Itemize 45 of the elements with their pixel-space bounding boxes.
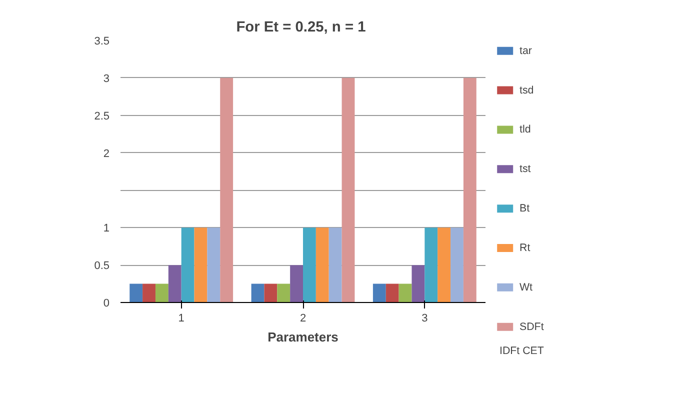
legend-label: Wt [520,281,533,294]
bar [450,228,464,302]
bar [316,228,329,302]
bar [342,78,355,302]
bar [398,284,412,302]
x-tick-label: 1 [178,312,184,324]
legend-label: tst [520,163,531,176]
bar [424,228,438,302]
bar [277,284,290,302]
legend-label: SDFt [520,320,544,333]
bar [372,284,386,302]
legend-label: tld [520,124,531,136]
legend-label: Bt [520,202,530,215]
bar [328,228,342,302]
y-tick-label: 3.5 [94,36,110,48]
bar [194,228,208,302]
bar [155,284,168,302]
x-tick-label: 2 [300,312,306,324]
bar [181,228,194,302]
bar [264,284,278,302]
y-tick-label: 0 [103,298,110,310]
y-tick-label: 0.5 [94,260,110,272]
bar [386,284,399,302]
y-tick-label: 1 [103,222,110,235]
legend-label: tar [520,44,532,57]
y-tick-label: 3 [103,72,110,85]
legend-label: Rt [520,242,530,254]
bar [463,78,476,302]
text: IDFt CET [500,345,544,357]
bar [142,284,156,302]
chart-title: For Et = 0.25, n = 1 [236,20,366,36]
bar [207,228,220,302]
bar [168,265,182,302]
x-axis-title: Parameters [268,330,338,344]
y-tick-label: 2.5 [94,110,110,122]
bar [251,284,264,302]
y-tick-label: 2 [103,148,110,160]
legend-label: tsd [520,84,534,96]
bar [220,78,234,302]
x-tick-label: 3 [422,312,428,324]
bar [130,284,143,302]
bar [303,228,316,302]
bar [290,265,303,302]
bar [412,265,425,302]
bar [438,228,451,302]
